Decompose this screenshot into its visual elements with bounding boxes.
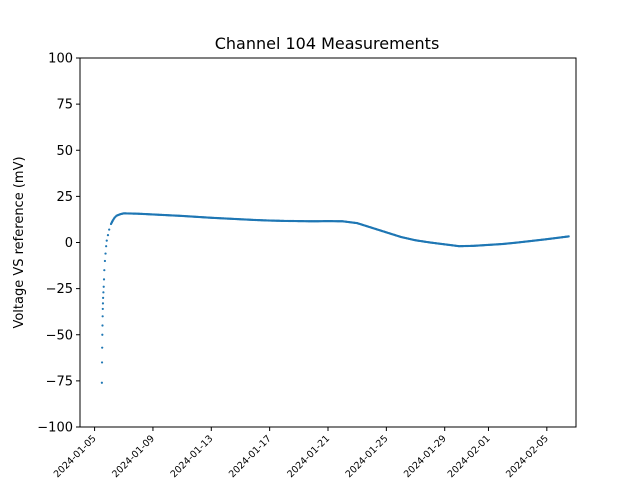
data-point: [100, 361, 104, 364]
y-tick-label: 0: [65, 236, 73, 251]
data-point: [101, 315, 104, 318]
y-axis: −100 −75 −50 −25 0 25 50 75 100: [37, 52, 80, 436]
data-point: [106, 234, 110, 237]
data-points: [100, 212, 570, 384]
data-point: [101, 324, 104, 327]
data-point: [101, 302, 105, 305]
data-point: [100, 381, 103, 384]
data-point: [101, 346, 104, 349]
y-tick-label: 25: [56, 190, 73, 205]
y-tick-label: 100: [48, 52, 73, 67]
data-point: [103, 259, 107, 263]
data-point: [567, 235, 570, 238]
y-tick-label: 75: [56, 98, 73, 113]
data-point: [102, 278, 106, 281]
data-point: [105, 245, 108, 248]
data-point: [104, 252, 107, 255]
y-tick-label: −25: [46, 282, 73, 297]
data-point: [101, 307, 104, 311]
data-point: [105, 239, 108, 242]
y-tick-label: −50: [46, 328, 73, 343]
data-point: [103, 269, 106, 272]
data-point: [101, 333, 104, 336]
data-point: [102, 285, 105, 288]
y-tick-label: −100: [37, 421, 73, 436]
data-point: [101, 296, 105, 299]
y-axis-label: Voltage VS reference (mV): [12, 156, 27, 328]
chart-title: Channel 104 Measurements: [215, 34, 440, 53]
y-tick-label: 50: [56, 144, 73, 159]
data-point: [108, 228, 111, 231]
y-tick-label: −75: [46, 374, 73, 389]
data-point: [102, 291, 105, 294]
